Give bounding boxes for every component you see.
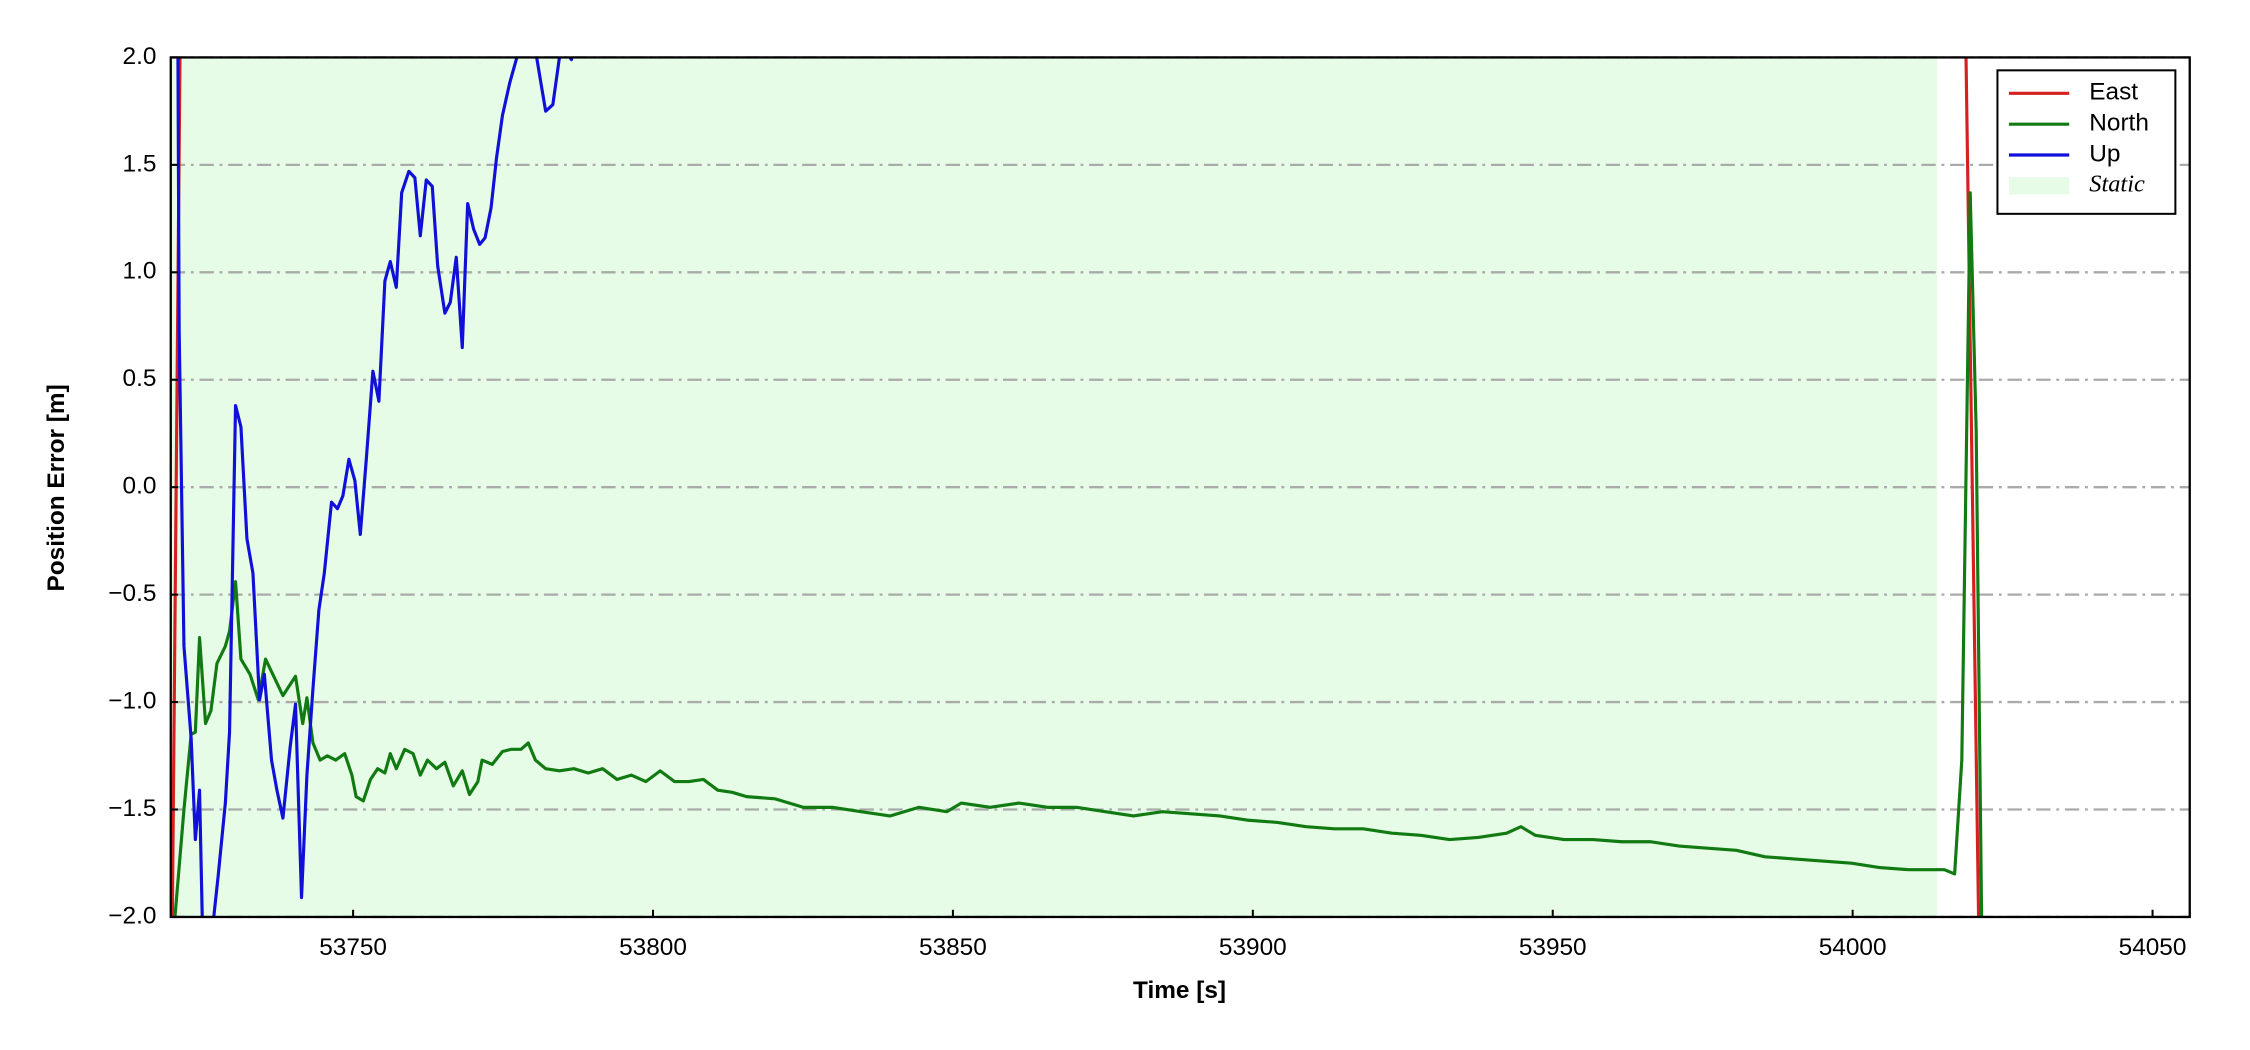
y-axis-label: Position Error [m]	[43, 384, 70, 591]
x-tick-label: 53900	[1219, 934, 1287, 961]
y-tick-label: −0.5	[108, 580, 156, 607]
x-tick-label: 53850	[919, 934, 987, 961]
x-axis-label: Time [s]	[1133, 977, 1226, 1004]
legend-label: North	[2089, 110, 2149, 137]
y-tick-label: 0.0	[123, 473, 157, 500]
y-tick-label: 1.0	[123, 258, 157, 285]
series-line	[176, 57, 574, 917]
x-tick-label: 54050	[2119, 934, 2187, 961]
y-tick-label: 2.0	[123, 43, 157, 70]
y-tick-label: −2.0	[108, 902, 156, 929]
legend-swatch	[2008, 177, 2070, 195]
y-tick-label: −1.0	[108, 688, 156, 715]
x-tick-label: 53950	[1519, 934, 1587, 961]
y-tick-label: −1.5	[108, 795, 156, 822]
series-line	[173, 191, 1984, 917]
x-tick-label: 53750	[319, 934, 387, 961]
x-tick-label: 53800	[619, 934, 687, 961]
legend-label: East	[2089, 79, 2138, 106]
ticks: −2.0 −1.5 −1.0 −0.5 0.0 0.5 1.0 1.5 2.0 53750 5380…	[108, 43, 2186, 961]
legend: East North Up Static	[1996, 69, 2177, 215]
y-tick-label: 0.5	[123, 365, 157, 392]
legend-label: Up	[2089, 140, 2120, 167]
x-tick-label: 54000	[1819, 934, 1887, 961]
y-tick-label: 1.5	[123, 150, 157, 177]
legend-label: Static	[2089, 170, 2145, 197]
